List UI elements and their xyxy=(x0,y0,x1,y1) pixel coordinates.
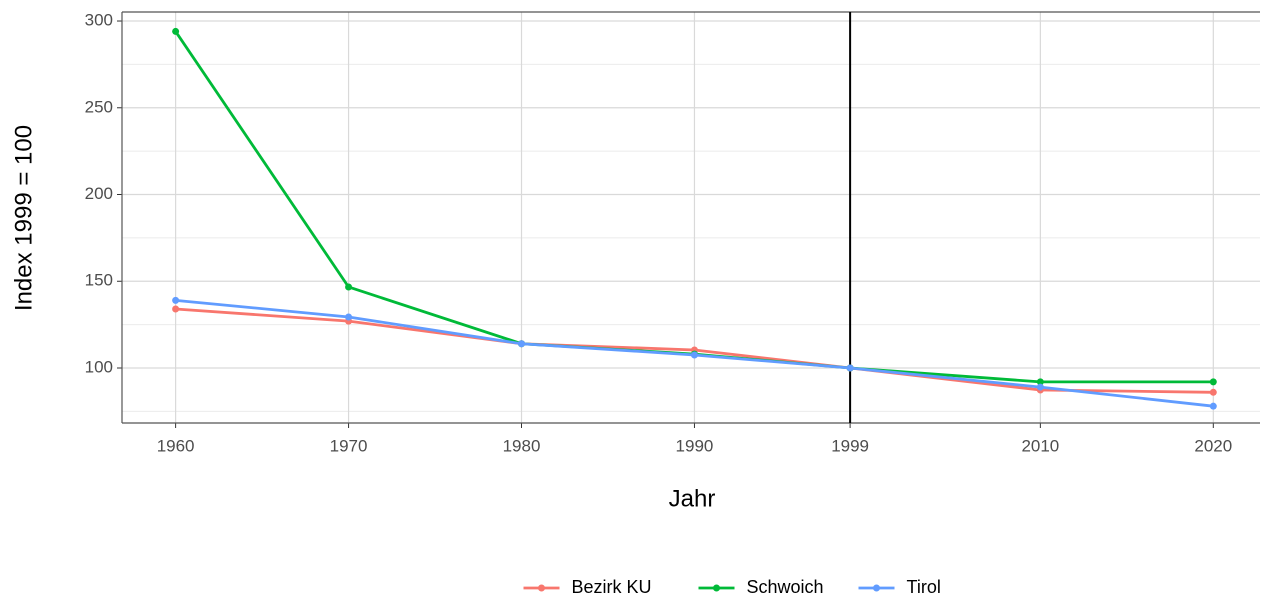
legend-label: Bezirk KU xyxy=(572,577,652,596)
point xyxy=(690,351,698,359)
x-tick-label: 1999 xyxy=(831,436,869,455)
point xyxy=(345,283,353,291)
legend-label: Tirol xyxy=(907,577,941,596)
point xyxy=(172,27,180,35)
point xyxy=(1036,378,1044,386)
y-tick-label: 300 xyxy=(85,11,113,30)
y-tick-label: 200 xyxy=(85,184,113,203)
x-tick-label: 1980 xyxy=(503,436,541,455)
point xyxy=(1209,402,1217,410)
point xyxy=(1036,383,1044,391)
x-axis-title: Jahr xyxy=(669,485,716,512)
point xyxy=(172,296,180,304)
point xyxy=(1209,378,1217,386)
x-tick-label: 1960 xyxy=(157,436,195,455)
point xyxy=(345,313,353,321)
point xyxy=(518,340,526,348)
x-tick-label: 1970 xyxy=(330,436,368,455)
y-tick-label: 100 xyxy=(85,357,113,376)
x-tick-label: 2020 xyxy=(1194,436,1232,455)
y-tick-label: 250 xyxy=(85,97,113,116)
y-axis-title: Index 1999 = 100 xyxy=(10,125,37,311)
legend-key-point xyxy=(713,584,720,592)
point xyxy=(846,364,854,372)
x-tick-label: 2010 xyxy=(1021,436,1059,455)
y-tick-label: 150 xyxy=(85,271,113,290)
legend-key-point xyxy=(538,584,545,592)
point xyxy=(1209,388,1217,396)
point xyxy=(172,305,180,313)
legend-key-point xyxy=(873,584,880,592)
legend-label: Schwoich xyxy=(747,577,824,596)
x-tick-label: 1990 xyxy=(676,436,714,455)
